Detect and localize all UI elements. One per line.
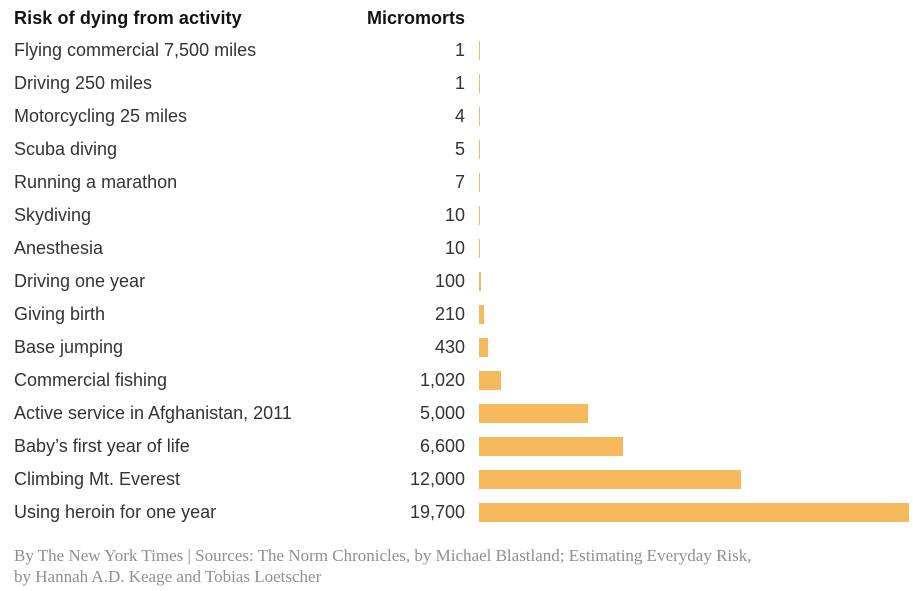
activity-label: Giving birth <box>14 304 106 324</box>
credit-line-2: by Hannah A.D. Keage and Tobias Loetsche… <box>14 567 322 586</box>
activity-label: Base jumping <box>14 337 124 357</box>
chart-rows: Flying commercial 7,500 miles 1 Driving … <box>14 34 913 529</box>
micromorts-value: 12,000 <box>409 469 465 489</box>
micromorts-value: 210 <box>434 304 465 324</box>
chart-row: Motorcycling 25 miles 4 <box>14 100 913 133</box>
value-bar <box>479 173 480 192</box>
micromorts-value: 1 <box>454 40 465 60</box>
bar-track <box>479 140 909 159</box>
micromorts-value: 1,020 <box>419 370 465 390</box>
activity-label: Active service in Afghanistan, 2011 <box>14 403 292 423</box>
chart-row: Driving 250 miles 1 <box>14 67 913 100</box>
chart-row: Scuba diving 5 <box>14 133 913 166</box>
bar-track <box>479 338 909 357</box>
bar-track <box>479 239 909 258</box>
bar-track <box>479 305 909 324</box>
value-bar <box>479 503 909 522</box>
micromorts-value: 10 <box>444 238 465 258</box>
bar-track <box>479 107 909 126</box>
micromorts-value: 19,700 <box>409 502 465 522</box>
activity-label: Running a marathon <box>14 172 178 192</box>
micromorts-value: 10 <box>444 205 465 225</box>
value-bar <box>479 140 480 159</box>
activity-label: Skydiving <box>14 205 92 225</box>
source-credit: By The New York Times | Sources: The Nor… <box>14 545 913 587</box>
bar-track <box>479 371 909 390</box>
value-bar <box>479 107 480 126</box>
micromorts-value: 1 <box>454 73 465 93</box>
chart-header: Risk of dying from activity Micromorts <box>14 8 913 34</box>
activity-label: Climbing Mt. Everest <box>14 469 181 489</box>
chart-row: Using heroin for one year 19,700 <box>14 496 913 529</box>
micromorts-value: 430 <box>434 337 465 357</box>
credit-line-1: By The New York Times | Sources: The Nor… <box>14 546 752 565</box>
chart-row: Giving birth 210 <box>14 298 913 331</box>
chart-row: Running a marathon 7 <box>14 166 913 199</box>
value-bar <box>479 272 482 291</box>
chart-row: Commercial fishing 1,020 <box>14 364 913 397</box>
chart-row: Climbing Mt. Everest 12,000 <box>14 463 913 496</box>
activity-label: Anesthesia <box>14 238 104 258</box>
bar-track <box>479 74 909 93</box>
activity-label: Baby’s first year of life <box>14 436 190 456</box>
bar-track <box>479 206 909 225</box>
bar-track <box>479 470 909 489</box>
bar-track <box>479 41 909 60</box>
micromorts-value: 4 <box>454 106 465 126</box>
activity-label: Using heroin for one year <box>14 502 217 522</box>
value-bar <box>479 41 480 60</box>
activity-label: Commercial fishing <box>14 370 168 390</box>
value-bar <box>479 305 484 324</box>
micromorts-value: 6,600 <box>419 436 465 456</box>
value-column-header: Micromorts <box>366 8 465 28</box>
value-bar <box>479 470 741 489</box>
bar-track <box>479 272 909 291</box>
bar-track <box>479 503 909 522</box>
value-bar <box>479 371 502 390</box>
activity-label: Motorcycling 25 miles <box>14 106 188 126</box>
chart-row: Skydiving 10 <box>14 199 913 232</box>
value-bar <box>479 437 624 456</box>
bar-track <box>479 404 909 423</box>
value-bar <box>479 338 489 357</box>
chart-row: Driving one year 100 <box>14 265 913 298</box>
chart-row: Anesthesia 10 <box>14 232 913 265</box>
value-bar <box>479 74 480 93</box>
page-title: Risk of dying from activity <box>14 8 242 28</box>
micromorts-value: 7 <box>454 172 465 192</box>
value-bar <box>479 206 480 225</box>
bar-track <box>479 173 909 192</box>
bar-track <box>479 437 909 456</box>
chart-row: Baby’s first year of life 6,600 <box>14 430 913 463</box>
chart-row: Base jumping 430 <box>14 331 913 364</box>
chart-row: Flying commercial 7,500 miles 1 <box>14 34 913 67</box>
activity-label: Driving one year <box>14 271 146 291</box>
value-bar <box>479 239 480 258</box>
activity-label: Scuba diving <box>14 139 118 159</box>
activity-label: Driving 250 miles <box>14 73 153 93</box>
activity-label: Flying commercial 7,500 miles <box>14 40 257 60</box>
micromorts-value: 5 <box>454 139 465 159</box>
micromorts-value: 100 <box>434 271 465 291</box>
micromorts-value: 5,000 <box>419 403 465 423</box>
chart-row: Active service in Afghanistan, 2011 5,00… <box>14 397 913 430</box>
value-bar <box>479 404 589 423</box>
